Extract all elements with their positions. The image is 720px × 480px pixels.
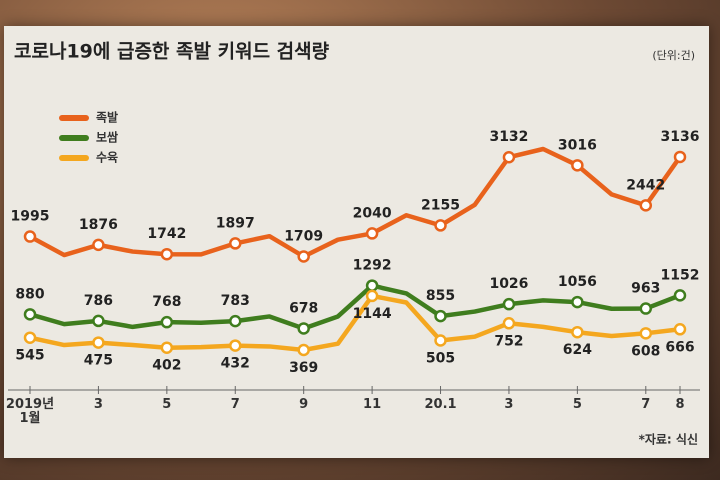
data-point: [571, 159, 584, 172]
x-tick-label: 5: [162, 397, 172, 412]
data-label: 2040: [353, 205, 392, 221]
data-point: [229, 314, 242, 328]
chart-panel: [4, 26, 709, 458]
data-label: 880: [15, 286, 44, 302]
data-label: 1876: [79, 217, 118, 233]
data-label: 3132: [489, 129, 528, 145]
data-label: 475: [84, 353, 113, 369]
x-tick-label: 3: [93, 397, 103, 412]
data-point: [502, 297, 516, 311]
data-point: [673, 323, 687, 336]
legend-label: 족발: [96, 110, 118, 125]
data-point: [571, 325, 584, 339]
data-point: [160, 341, 174, 354]
data-label: 1026: [489, 276, 528, 292]
x-tick-label: 20.1: [424, 397, 457, 412]
data-label: 678: [289, 300, 318, 316]
data-point: [365, 279, 379, 292]
data-label: 2155: [421, 197, 460, 213]
data-point: [502, 150, 516, 164]
data-point: [229, 339, 242, 352]
data-point: [673, 150, 687, 164]
legend-label: 수육: [96, 150, 118, 165]
data-label: 1152: [661, 267, 700, 283]
chart-title: 코로나19에 급증한 족발 키워드 검색량: [14, 41, 330, 63]
x-tick-label: 2019년 1월: [5, 397, 55, 426]
data-point: [92, 238, 105, 252]
data-label: 752: [494, 333, 523, 349]
data-point: [297, 322, 310, 335]
data-label: 786: [84, 293, 113, 309]
data-point: [297, 343, 310, 357]
data-point: [434, 219, 447, 232]
source-note: *자료: 식신: [639, 432, 698, 447]
data-label: 783: [221, 293, 250, 309]
data-label: 1709: [284, 229, 323, 245]
data-point: [502, 317, 516, 330]
data-point: [365, 227, 379, 240]
data-point: [639, 302, 653, 315]
data-point: [23, 308, 37, 321]
data-label: 1897: [216, 215, 255, 231]
data-point: [365, 289, 379, 303]
data-point: [160, 315, 174, 329]
data-point: [297, 250, 310, 263]
data-label: 963: [631, 281, 660, 297]
data-point: [434, 309, 447, 323]
data-point: [23, 230, 37, 243]
data-label: 1995: [11, 209, 50, 225]
data-point: [229, 237, 242, 250]
data-point: [571, 295, 584, 309]
data-label: 1742: [147, 226, 186, 242]
x-tick-label: 5: [572, 397, 582, 412]
data-point: [160, 247, 174, 261]
x-tick-label: 7: [641, 397, 651, 412]
data-label: 855: [426, 288, 455, 304]
data-label: 369: [289, 360, 318, 376]
x-tick-label: 11: [363, 397, 382, 412]
data-label: 3136: [661, 129, 700, 145]
data-label: 666: [665, 339, 694, 355]
series-line: [28, 146, 682, 259]
data-point: [434, 334, 447, 347]
unit-note: (단위:건): [652, 49, 695, 62]
data-label: 432: [221, 356, 250, 372]
data-point: [673, 289, 687, 302]
data-label: 608: [631, 343, 660, 359]
data-label: 1144: [353, 306, 392, 322]
data-point: [92, 314, 105, 328]
data-point: [639, 327, 653, 340]
data-label: 1056: [558, 274, 597, 290]
x-tick-label: 3: [504, 397, 514, 412]
legend-label: 보쌈: [96, 130, 118, 145]
data-label: 3016: [558, 137, 597, 153]
data-point: [92, 336, 105, 349]
data-label: 545: [15, 348, 44, 364]
data-label: 402: [152, 358, 181, 374]
x-tick-label: 9: [299, 397, 309, 412]
data-point: [639, 199, 653, 212]
data-label: 1292: [353, 258, 392, 274]
data-label: 505: [426, 351, 455, 367]
data-label: 2442: [626, 177, 665, 193]
data-label: 768: [152, 294, 181, 310]
x-tick-label: 8: [675, 397, 685, 412]
data-point: [23, 331, 37, 344]
x-tick-label: 7: [230, 397, 240, 412]
data-label: 624: [563, 342, 592, 358]
